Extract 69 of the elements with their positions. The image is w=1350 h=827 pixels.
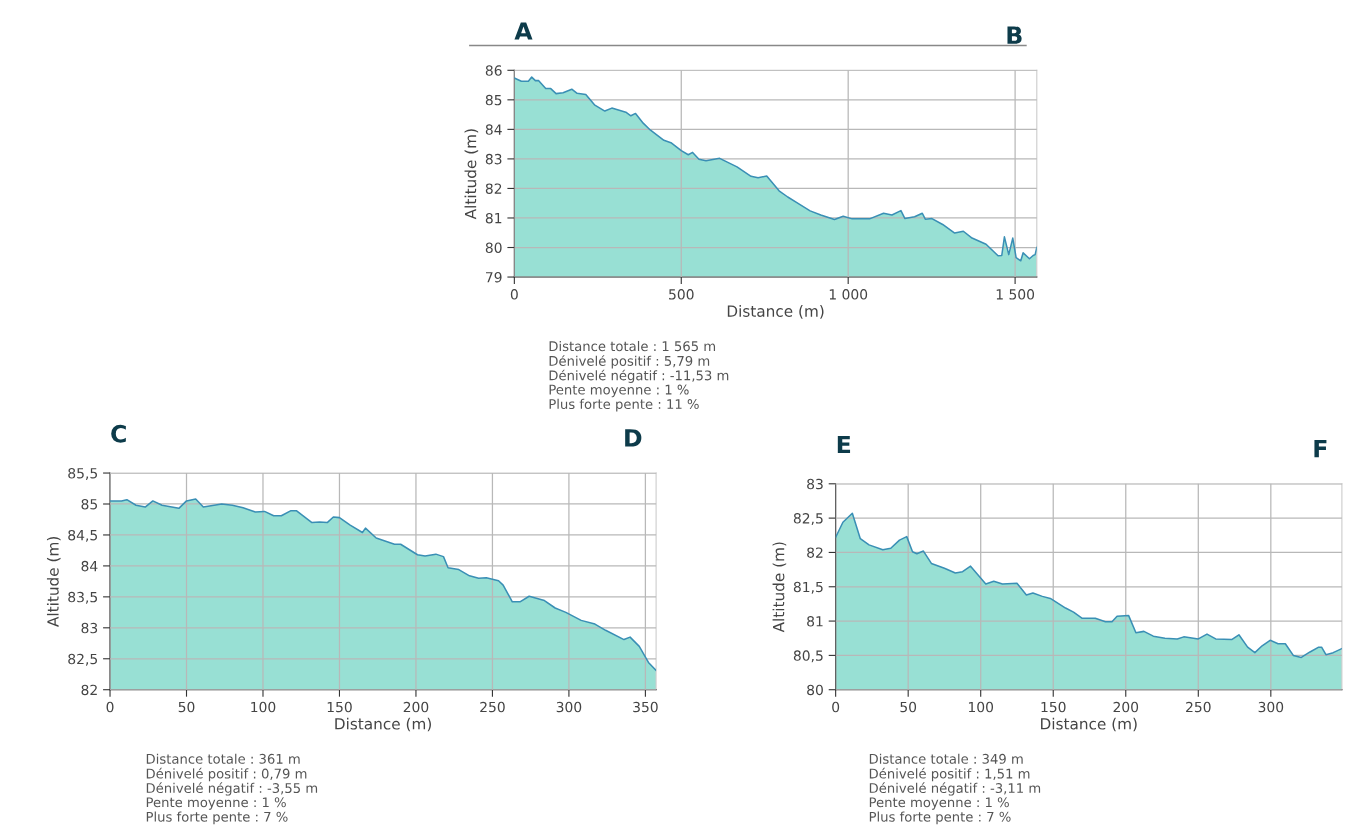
y-tick-label: 81,5 (793, 581, 823, 594)
y-tick-label: 81 (485, 212, 502, 224)
y-tick-label: 84,5 (68, 529, 98, 542)
y-tick-label: 86 (485, 65, 502, 76)
x-tick-label: 200 (1113, 701, 1139, 713)
text: Dénivelé négatif : -11,53 m (549, 369, 729, 383)
x-tick-label: 0 (510, 289, 518, 300)
y-tick-label: 82 (485, 183, 502, 194)
text: B (1007, 26, 1022, 44)
x-tick-label: 1 500 (996, 289, 1035, 300)
y-axis-title: Altitude (m) (464, 129, 479, 220)
x-tick-label: 250 (1186, 701, 1211, 713)
x-axis-title: Distance (m) (727, 305, 824, 319)
text: Distance totale : 349 m (869, 753, 1023, 764)
text: F (1314, 440, 1327, 458)
text: D (625, 429, 642, 447)
x-tick-label: 50 (178, 701, 195, 713)
y-tick-label: 85,5 (68, 468, 98, 480)
text: A (514, 22, 533, 40)
y-tick-label: 79 (486, 272, 502, 283)
x-tick-label: 500 (669, 289, 694, 300)
y-tick-label: 82 (81, 684, 97, 696)
y-tick-label: 84 (81, 560, 98, 572)
text: Dénivelé positif : 1,51 m (869, 767, 1030, 782)
y-tick-label: 82,5 (68, 653, 98, 666)
x-tick-label: 300 (1258, 701, 1284, 713)
text: Plus forte pente : 11 % (549, 398, 699, 412)
text: Dénivelé positif : 0,79 m (146, 767, 307, 782)
text: Dénivelé négatif : -3,55 m (146, 782, 318, 796)
y-axis-title: Altitude (m) (46, 537, 61, 627)
text: Plus forte pente : 7 % (869, 811, 1011, 825)
x-axis-title: Distance (m) (335, 717, 431, 732)
x-tick-label: 150 (327, 701, 352, 713)
text: Pente moyenne : 1 % (869, 797, 1009, 810)
y-tick-label: 85 (81, 498, 98, 510)
text: Dénivelé négatif : -3,11 m (869, 782, 1041, 796)
x-axis-title: Distance (m) (1041, 717, 1137, 732)
x-tick-label: 250 (480, 701, 505, 713)
x-tick-label: 350 (633, 701, 658, 713)
y-tick-label: 80 (807, 684, 823, 696)
text: Distance totale : 1 565 m (549, 340, 716, 352)
y-tick-label: 80 (485, 242, 502, 253)
x-tick-label: 300 (556, 701, 582, 713)
y-tick-label: 81 (807, 616, 823, 627)
x-tick-label: 50 (900, 701, 917, 713)
x-tick-label: 100 (968, 701, 994, 713)
text: Distance totale : 361 m (146, 753, 300, 764)
x-tick-label: 0 (106, 701, 114, 713)
x-tick-label: 150 (1041, 701, 1066, 713)
y-axis-title: Altitude (m) (772, 542, 787, 633)
x-tick-label: 100 (251, 701, 276, 713)
y-tick-label: 85 (485, 94, 502, 106)
y-tick-label: 80,5 (793, 650, 823, 663)
text: Pente moyenne : 1 % (146, 797, 286, 810)
y-tick-label: 82 (807, 547, 823, 558)
y-tick-label: 82,5 (793, 513, 823, 526)
y-tick-label: 84 (485, 124, 502, 135)
x-tick-label: 0 (832, 701, 840, 713)
y-tick-label: 83 (485, 153, 502, 165)
text: Plus forte pente : 7 % (146, 811, 288, 825)
text: C (111, 424, 126, 443)
x-tick-label: 200 (403, 701, 429, 713)
text: Dénivelé positif : 5,79 m (549, 355, 710, 369)
x-tick-label: 1 000 (829, 289, 868, 300)
y-tick-label: 83 (807, 478, 823, 490)
text: Pente moyenne : 1 % (549, 384, 689, 398)
text: E (837, 435, 851, 454)
y-tick-label: 83,5 (68, 591, 98, 604)
y-tick-label: 83 (81, 622, 98, 634)
